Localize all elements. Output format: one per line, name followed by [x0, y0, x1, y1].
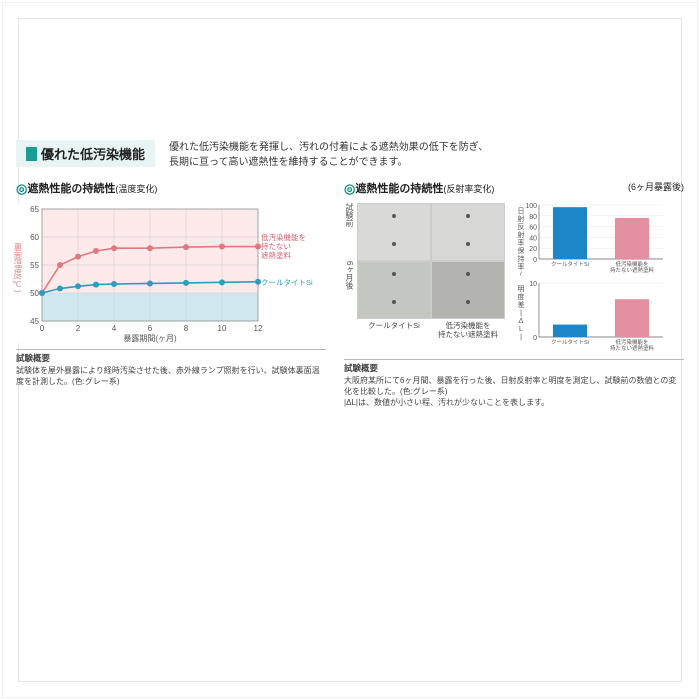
photo-before-other: [431, 203, 505, 261]
bar2-svg: 明度差|ΔL|010クールタイトSi低汚染機能を持たない遮熱塗料: [515, 281, 665, 353]
svg-text:45: 45: [30, 317, 39, 326]
svg-text:10: 10: [529, 281, 537, 288]
photo-caption-si: クールタイトSi: [357, 319, 431, 339]
svg-text:10: 10: [218, 324, 227, 333]
svg-text:40: 40: [529, 235, 537, 242]
svg-text:低汚染機能を: 低汚染機能を: [261, 232, 306, 242]
svg-text:射: 射: [518, 214, 525, 223]
photo-before-si: [357, 203, 431, 261]
svg-text:明: 明: [518, 285, 525, 293]
svg-text:持たない遮熱塗料: 持たない遮熱塗料: [610, 266, 655, 274]
title-text: 優れた低汚染機能: [41, 144, 145, 163]
bar-chart-1: 日射反射率保持率(%)020406080100クールタイトSi低汚染機能を持たな…: [515, 203, 665, 275]
svg-text:60: 60: [30, 233, 39, 242]
left-note: 試験概要 試験体を屋外暴露により経時汚染させた後、赤外線ランプ照射を行い、試験体…: [16, 349, 326, 387]
photo-after-other: [431, 261, 505, 319]
left-subtitle: ◎遮熱性能の持続性(温度変化): [16, 180, 326, 197]
bar-charts: 日射反射率保持率(%)020406080100クールタイトSi低汚染機能を持たな…: [515, 203, 665, 353]
svg-text:|: |: [520, 310, 522, 317]
svg-text:50: 50: [30, 289, 39, 298]
svg-text:反: 反: [518, 222, 525, 231]
svg-text:射: 射: [518, 230, 525, 239]
svg-text:持たない: 持たない: [261, 241, 291, 251]
right-panel: ◎遮熱性能の持続性(反射率変化) (6ヶ月暴露後) 試験前 6ヶ月後: [344, 180, 684, 409]
svg-text:率: 率: [518, 238, 525, 247]
photo-row2-label: 6ヶ月後: [344, 261, 357, 319]
right-note: 試験概要 大阪府某所にて6ヶ月間、暴露を行った後、日射反射率と明度を測定し、試験…: [344, 359, 684, 408]
photo-after-si: [357, 261, 431, 319]
svg-text:65: 65: [30, 205, 39, 214]
bar1-svg: 日射反射率保持率(%)020406080100クールタイトSi低汚染機能を持たな…: [515, 203, 665, 275]
svg-text:保: 保: [518, 246, 525, 255]
svg-text:100: 100: [525, 203, 537, 210]
svg-text:|: |: [520, 334, 522, 341]
circle-icon: ◎: [344, 181, 355, 196]
photo-panel: 試験前 6ヶ月後 クールタイトSi: [344, 203, 505, 353]
svg-text:6: 6: [148, 324, 153, 333]
photo-caption-other: 低汚染機能を 持たない遮熱塗料: [431, 319, 505, 339]
svg-text:遮熱塗料: 遮熱塗料: [261, 250, 291, 260]
svg-text:持: 持: [518, 254, 525, 263]
svg-text:12: 12: [254, 324, 263, 333]
title-bar-icon: [26, 147, 37, 161]
svg-text:4: 4: [112, 324, 117, 333]
svg-text:Δ: Δ: [519, 318, 524, 325]
svg-text:持たない遮熱塗料: 持たない遮熱塗料: [610, 344, 655, 352]
bar-chart-2: 明度差|ΔL|010クールタイトSi低汚染機能を持たない遮熱塗料: [515, 281, 665, 353]
note-title: 試験概要: [344, 359, 684, 375]
note-body: 試験体を屋外暴露により経時汚染させた後、赤外線ランプ照射を行い、試験体裏面温度を…: [16, 365, 326, 387]
svg-text:L: L: [519, 326, 523, 333]
left-panel: ◎遮熱性能の持続性(温度変化) 裏面温度(℃) 4550556065024681…: [16, 180, 326, 409]
svg-text:率: 率: [518, 262, 525, 271]
svg-text:クールタイトSi: クールタイトSi: [551, 338, 589, 346]
right-subtitle: ◎遮熱性能の持続性(反射率変化) (6ヶ月暴露後): [344, 180, 684, 197]
photo-row1-label: 試験前: [344, 203, 357, 261]
svg-text:0: 0: [40, 324, 45, 333]
svg-text:クールタイトSi: クールタイトSi: [551, 260, 589, 268]
svg-text:80: 80: [529, 214, 537, 221]
svg-text:20: 20: [529, 246, 537, 253]
svg-text:クールタイトSi: クールタイトSi: [261, 278, 313, 287]
svg-text:低汚染機能を: 低汚染機能を: [615, 260, 648, 268]
note-body: 大阪府某所にて6ヶ月間、暴露を行った後、日射反射率と明度を測定し、試験前の数値と…: [344, 375, 684, 409]
line-chart-svg: 45 50 55 60 65 0 2 4 6 8 10 12 暴露期間(ヶ月) 低汚染機能を持たない遮熱塗…: [16, 203, 316, 343]
svg-text:差: 差: [518, 300, 525, 309]
svg-text:日: 日: [518, 207, 525, 215]
svg-text:暴露期間(ヶ月): 暴露期間(ヶ月): [123, 334, 177, 343]
svg-text:0: 0: [533, 335, 537, 342]
line-chart: 裏面温度(℃) 4550556065024681012暴露期間(ヶ月)低汚染機能…: [16, 203, 316, 343]
section-title: 優れた低汚染機能: [16, 140, 155, 167]
svg-text:55: 55: [30, 261, 39, 270]
svg-text:(: (: [520, 272, 523, 275]
svg-text:低汚染機能を: 低汚染機能を: [615, 338, 648, 346]
intro-text: 優れた低汚染機能を発揮し、汚れの付着による遮熱効果の低下を防ぎ、 長期に亘って高…: [169, 140, 684, 170]
svg-text:度: 度: [518, 292, 525, 301]
svg-text:8: 8: [184, 324, 189, 333]
svg-text:2: 2: [76, 324, 81, 333]
svg-text:0: 0: [533, 257, 537, 264]
svg-text:60: 60: [529, 225, 537, 232]
circle-icon: ◎: [16, 181, 27, 196]
note-title: 試験概要: [16, 349, 326, 365]
